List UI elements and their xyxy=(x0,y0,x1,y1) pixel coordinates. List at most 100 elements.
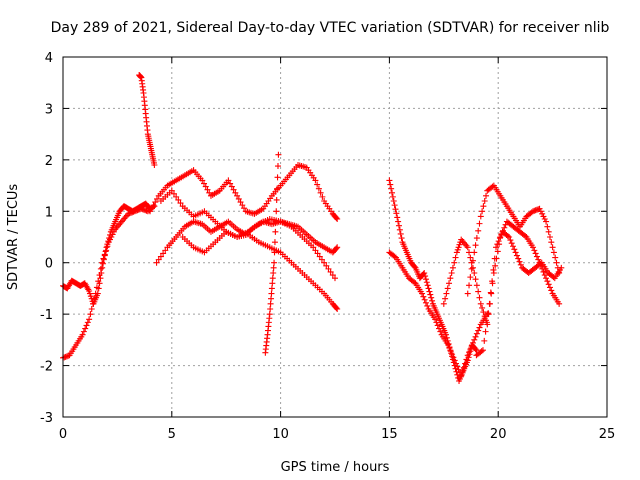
data-point xyxy=(175,196,182,203)
data-point xyxy=(110,228,117,235)
data-point xyxy=(475,288,482,295)
data-point xyxy=(82,325,89,332)
data-point xyxy=(483,319,490,326)
data-point xyxy=(541,216,548,222)
data-point xyxy=(230,186,237,193)
data-point xyxy=(492,262,499,269)
data-point xyxy=(536,205,543,212)
data-point xyxy=(440,300,447,307)
data-point xyxy=(490,266,497,273)
data-point xyxy=(99,264,106,271)
data-point xyxy=(237,199,244,206)
x-tick-label: 10 xyxy=(272,427,289,442)
data-point xyxy=(423,279,430,286)
data-point xyxy=(464,244,471,251)
data-point xyxy=(274,163,281,170)
data-point xyxy=(464,290,471,297)
data-point xyxy=(204,186,211,193)
data-point xyxy=(506,234,513,240)
data-point xyxy=(550,249,557,256)
data-point xyxy=(411,263,418,270)
data-point xyxy=(469,264,476,271)
data-point xyxy=(424,302,431,309)
data-point xyxy=(455,366,462,373)
data-point xyxy=(446,345,453,352)
data-point xyxy=(516,258,523,265)
data-point xyxy=(443,334,450,341)
data-point xyxy=(266,311,273,318)
data-point xyxy=(170,190,177,197)
data-point xyxy=(469,257,476,264)
data-point xyxy=(154,195,161,202)
data-point xyxy=(96,272,103,279)
data-point xyxy=(314,181,321,188)
data-point xyxy=(437,328,444,335)
data-point xyxy=(239,202,246,209)
data-point xyxy=(397,230,404,237)
data-point xyxy=(422,299,429,306)
axis-ticks xyxy=(62,56,608,418)
data-point xyxy=(539,210,546,217)
data-point xyxy=(467,254,474,261)
series-s3 xyxy=(136,72,158,168)
data-point xyxy=(391,202,398,209)
data-point xyxy=(450,354,457,361)
data-point xyxy=(466,349,473,356)
data-point xyxy=(462,360,469,367)
data-point xyxy=(550,274,557,281)
data-point xyxy=(451,259,458,266)
data-point xyxy=(88,306,95,312)
data-point xyxy=(273,196,280,203)
data-point xyxy=(552,254,559,261)
data-point xyxy=(535,256,542,263)
data-point xyxy=(460,364,467,371)
data-point xyxy=(483,192,490,199)
data-point xyxy=(479,347,486,354)
data-point xyxy=(480,309,487,316)
data-point xyxy=(473,282,480,289)
data-point xyxy=(268,290,275,297)
data-point xyxy=(471,270,478,276)
data-point xyxy=(467,346,474,353)
data-point xyxy=(83,322,90,329)
data-point xyxy=(466,282,473,289)
data-point xyxy=(467,274,474,281)
data-point xyxy=(513,252,520,259)
data-point xyxy=(310,244,317,251)
data-point xyxy=(90,300,97,307)
data-point xyxy=(543,275,550,282)
data-point xyxy=(162,247,169,254)
data-point xyxy=(469,339,476,346)
data-point xyxy=(332,275,338,282)
data-point xyxy=(475,227,482,234)
data-point xyxy=(275,151,282,158)
data-point xyxy=(533,253,540,260)
data-point xyxy=(445,342,452,348)
data-point xyxy=(392,206,399,213)
data-point xyxy=(173,193,180,200)
data-point xyxy=(479,304,486,311)
data-point xyxy=(464,357,471,364)
data-point xyxy=(87,293,94,300)
plot-frame xyxy=(62,56,608,418)
data-point xyxy=(444,285,451,292)
data-point xyxy=(227,180,234,187)
data-point xyxy=(91,295,98,302)
data-point xyxy=(515,255,522,262)
chart-title: Day 289 of 2021, Sidereal Day-to-day VTE… xyxy=(51,20,610,36)
data-point xyxy=(389,193,396,200)
data-point xyxy=(531,247,538,254)
data-point xyxy=(454,246,461,253)
data-point xyxy=(473,235,480,242)
data-point xyxy=(477,213,484,220)
x-tick-label: 20 xyxy=(490,427,507,442)
y-tick-labels: -3 -2 -1 0 1 2 3 4 xyxy=(40,51,53,426)
data-point xyxy=(395,222,402,229)
data-point xyxy=(482,328,489,335)
x-tick-label: 0 xyxy=(59,427,67,442)
data-point xyxy=(480,203,487,210)
data-point xyxy=(548,287,555,294)
data-point xyxy=(455,244,462,251)
data-point xyxy=(419,290,426,297)
